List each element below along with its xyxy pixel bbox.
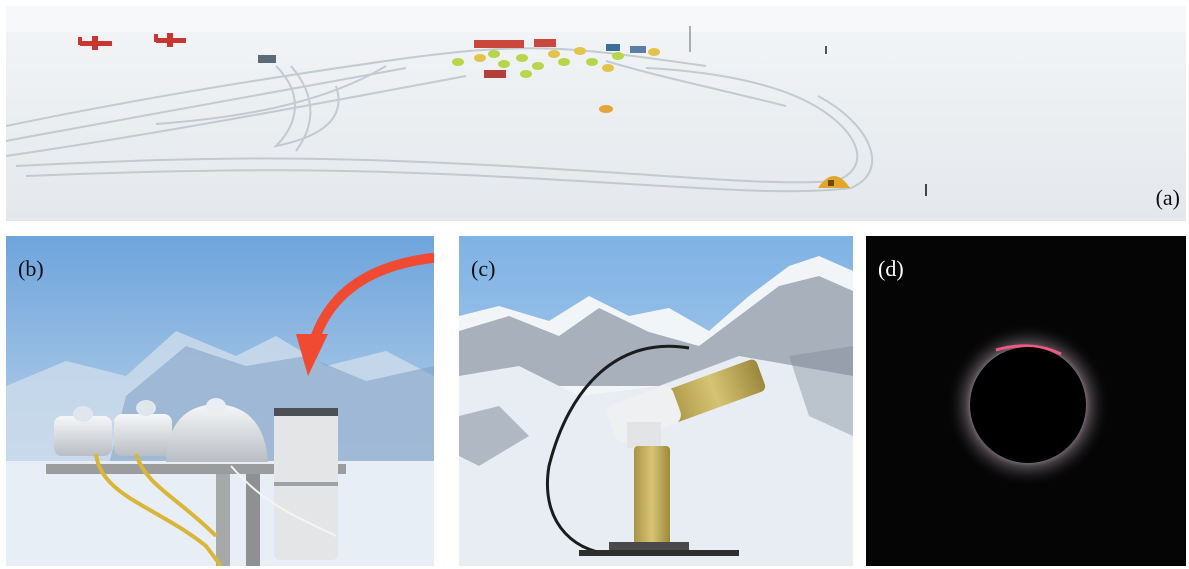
- radiometer-2: [114, 414, 172, 456]
- red-arrow-head: [296, 334, 328, 376]
- panel-label-c: (c): [471, 256, 496, 281]
- radiometer-photo: (b): [6, 236, 434, 566]
- radiometer-1: [54, 416, 112, 456]
- sensor-head: [607, 359, 766, 448]
- eclipse-photo: (d): [866, 236, 1186, 566]
- eclipse-image: [866, 236, 1186, 566]
- aircraft-left: [78, 36, 112, 50]
- radiometer-image: [6, 236, 434, 566]
- camp-tents: [452, 39, 660, 113]
- red-arrow: [307, 253, 434, 353]
- panel-label-b: (b): [18, 256, 44, 281]
- panel-label-d: (d): [878, 256, 904, 281]
- yellow-dome-tent: [818, 176, 850, 188]
- sun-photometer-image: [459, 236, 853, 566]
- aircraft-right: [154, 33, 186, 47]
- instrument-column: [634, 446, 670, 546]
- moon-disk: [970, 347, 1086, 463]
- sun-photometer-photo: (c): [459, 236, 853, 566]
- camp-aerial-image: [6, 6, 1186, 221]
- snow-tracks: [6, 47, 874, 193]
- camp-aerial-photo: (a): [6, 6, 1186, 221]
- instrument-cable: [546, 344, 690, 556]
- prominence: [995, 344, 1062, 356]
- radiometer-3: [166, 404, 268, 462]
- panel-label-a: (a): [1155, 185, 1180, 210]
- small-hut: [258, 55, 276, 63]
